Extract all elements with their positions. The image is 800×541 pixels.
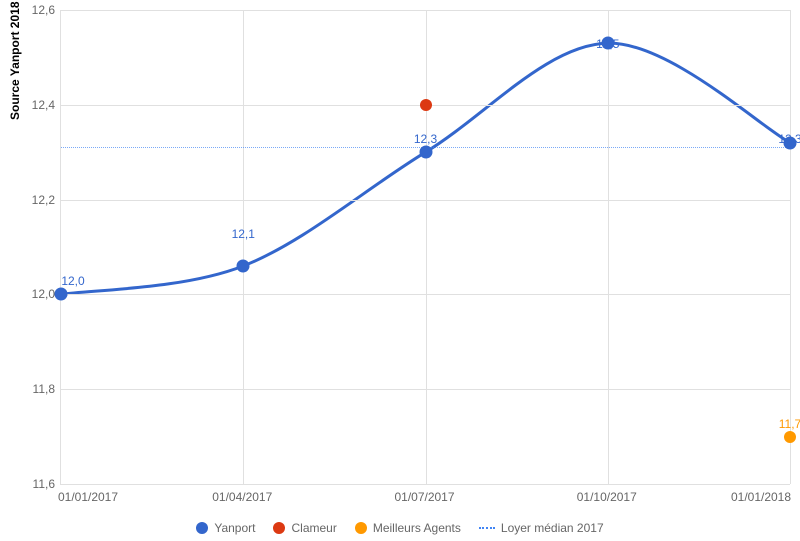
yanport-point <box>237 259 250 272</box>
legend-dot-icon <box>273 522 285 534</box>
yanport-point <box>55 288 68 301</box>
legend-dot-icon <box>196 522 208 534</box>
legend-dot-icon <box>355 522 367 534</box>
legend-label: Yanport <box>214 521 255 535</box>
gridline-v <box>426 10 427 484</box>
legend-item-yanport: Yanport <box>196 521 255 535</box>
clameur-point <box>420 99 432 111</box>
yanport-value-label: 12,1 <box>232 227 255 241</box>
x-tick-label: 01/10/2017 <box>577 490 637 504</box>
y-tick-label: 12,2 <box>0 193 55 207</box>
yanport-value-label: 12,3 <box>778 132 800 146</box>
gridline-h <box>61 484 790 485</box>
gridline-v <box>608 10 609 484</box>
legend-item-clameur: Clameur <box>273 521 336 535</box>
rent-comparison-chart: Source Yanport 2018 12,012,112,312,512,3… <box>0 0 800 541</box>
gridline-v <box>243 10 244 484</box>
legend-label: Clameur <box>291 521 336 535</box>
x-tick-label: 01/07/2017 <box>394 490 454 504</box>
gridline-v <box>790 10 791 484</box>
plot-area: 12,012,112,312,512,311,7 <box>60 10 790 485</box>
legend-label: Meilleurs Agents <box>373 521 461 535</box>
x-tick-label: 01/01/2017 <box>58 490 118 504</box>
meilleurs-agents-value-label: 11,7 <box>779 417 800 431</box>
yanport-value-label: 12,3 <box>414 132 437 146</box>
y-tick-label: 12,0 <box>0 287 55 301</box>
y-tick-label: 11,8 <box>0 382 55 396</box>
y-tick-label: 12,4 <box>0 98 55 112</box>
yanport-value-label: 12,5 <box>596 37 619 51</box>
meilleurs-agents-point <box>784 431 796 443</box>
y-tick-label: 11,6 <box>0 477 55 491</box>
legend-item-meilleurs-agents: Meilleurs Agents <box>355 521 461 535</box>
yanport-point <box>419 146 432 159</box>
x-tick-label: 01/04/2017 <box>212 490 272 504</box>
legend: Yanport Clameur Meilleurs Agents Loyer m… <box>0 521 800 535</box>
x-tick-label: 01/01/2018 <box>731 490 791 504</box>
y-tick-label: 12,6 <box>0 3 55 17</box>
legend-dash-icon <box>479 527 495 529</box>
yanport-value-label: 12,0 <box>61 274 84 288</box>
legend-label: Loyer médian 2017 <box>501 521 604 535</box>
legend-item-median: Loyer médian 2017 <box>479 521 604 535</box>
